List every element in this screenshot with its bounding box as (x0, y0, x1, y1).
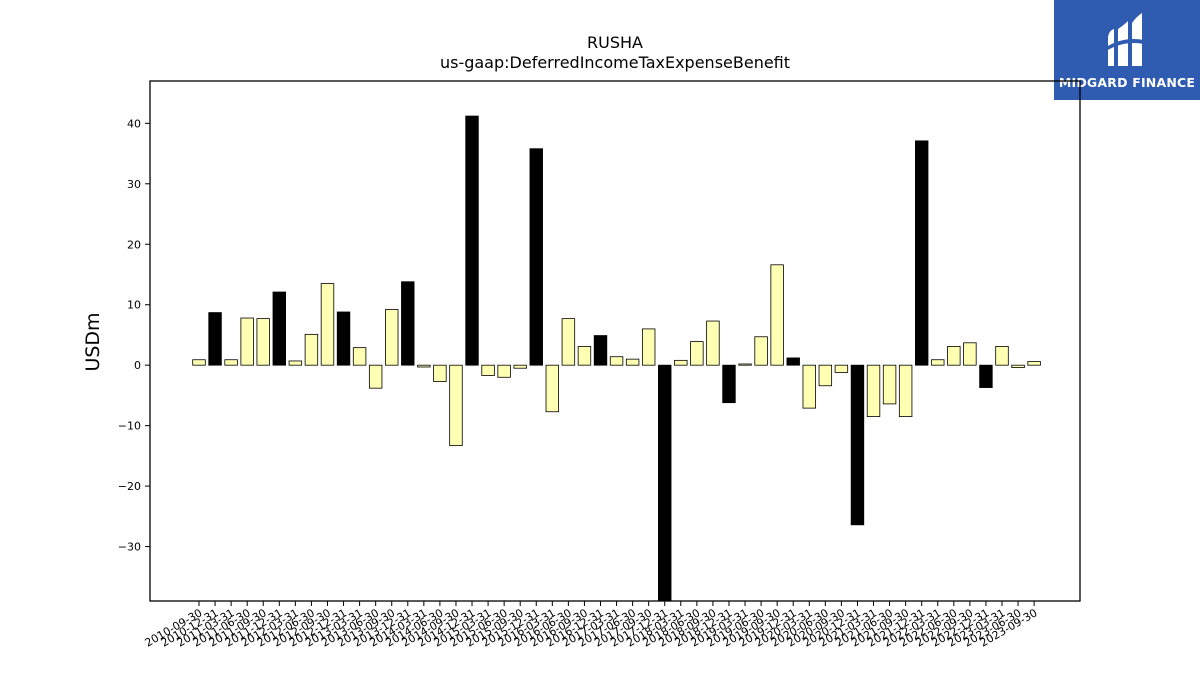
y-tick-label: −20 (118, 480, 141, 493)
bar-2016-03-31 (545, 364, 560, 413)
bar-2022-03-31 (931, 359, 945, 366)
y-axis: −30 −20 −10 0 10 20 30 40 (118, 117, 150, 554)
y-tick-label: 10 (127, 299, 141, 312)
bar-2014-03-31 (417, 364, 431, 368)
y-tick-label: 0 (134, 359, 141, 372)
bar-2022-12-31 (979, 364, 993, 388)
bar-2016-09-30 (577, 346, 592, 366)
bar-2014-09-30 (449, 364, 463, 447)
bar-2021-12-31 (915, 140, 929, 366)
bar-2014-06-30 (433, 364, 447, 382)
bar-2013-06-30 (368, 364, 383, 389)
bar-2020-06-30 (818, 364, 833, 387)
y-tick-label: 30 (127, 178, 141, 191)
bar-2016-06-30 (561, 318, 576, 366)
bar-2017-12-31 (658, 364, 672, 602)
bar-2022-06-30 (947, 346, 961, 366)
bar-2023-09-30 (1027, 361, 1041, 366)
bar-2012-09-30 (320, 283, 335, 366)
bar-2017-09-30 (641, 328, 656, 366)
bar-2023-03-31 (995, 346, 1009, 366)
bar-2019-06-30 (754, 336, 768, 366)
bar-2019-12-31 (786, 357, 800, 366)
y-tick-label: −30 (118, 541, 141, 554)
chart-title: RUSHA (587, 33, 643, 52)
bar-2020-09-30 (834, 364, 849, 373)
bar-2020-03-31 (802, 364, 816, 409)
bar-2011-12-31 (272, 291, 287, 366)
bar-2016-12-31 (593, 335, 608, 366)
bar-2015-03-31 (481, 364, 495, 376)
x-axis: 2010-09-302010-12-312011-03-312011-06-30… (143, 601, 1040, 650)
bar-2013-09-30 (385, 309, 399, 366)
bar-2022-09-30 (963, 342, 977, 366)
bar-2012-03-31 (288, 360, 303, 366)
brand-logo: MIDGARD FINANCE (1054, 0, 1200, 100)
bar-2023-06-30 (1011, 364, 1025, 369)
bar-2014-12-31 (465, 115, 479, 366)
logo-text: MIDGARD FINANCE (1058, 74, 1196, 90)
y-tick-label: −10 (118, 420, 141, 433)
bar-2018-09-30 (706, 320, 720, 366)
y-tick-label: 20 (127, 238, 141, 251)
bar-2017-06-30 (625, 358, 640, 366)
bar-2011-03-31 (224, 359, 238, 366)
bar-2012-06-30 (304, 333, 319, 366)
bar-2021-03-31 (866, 364, 881, 417)
chart-subtitle: us-gaap:DeferredIncomeTaxExpenseBenefit (440, 53, 790, 72)
bar-2012-12-31 (336, 311, 351, 366)
bar-2010-09-30 (192, 359, 206, 366)
y-tick-label: 40 (127, 117, 141, 130)
midgard-logo-icon (1106, 12, 1148, 66)
bar-2021-09-30 (898, 364, 913, 417)
y-axis-label: USDm (82, 312, 104, 371)
bar-2019-03-31 (738, 363, 752, 366)
bar-2018-03-31 (674, 359, 688, 366)
bar-2018-12-31 (722, 364, 736, 404)
bar-2021-06-30 (882, 364, 897, 405)
bar-2018-06-30 (690, 341, 704, 366)
bar-2017-03-31 (609, 356, 624, 366)
bar-2015-09-30 (513, 364, 527, 369)
bar-2011-06-30 (240, 317, 254, 366)
bar-2020-12-31 (850, 364, 865, 526)
plot-frame (149, 80, 1081, 602)
bar-2019-09-30 (770, 264, 784, 366)
bar-2013-03-31 (352, 347, 367, 366)
bar-2010-12-31 (208, 312, 222, 366)
bars-group (192, 115, 1041, 602)
bar-2011-09-30 (256, 318, 270, 366)
bar-2013-12-31 (401, 281, 415, 366)
bar-2015-06-30 (497, 364, 511, 378)
bar-2015-12-31 (529, 148, 543, 366)
